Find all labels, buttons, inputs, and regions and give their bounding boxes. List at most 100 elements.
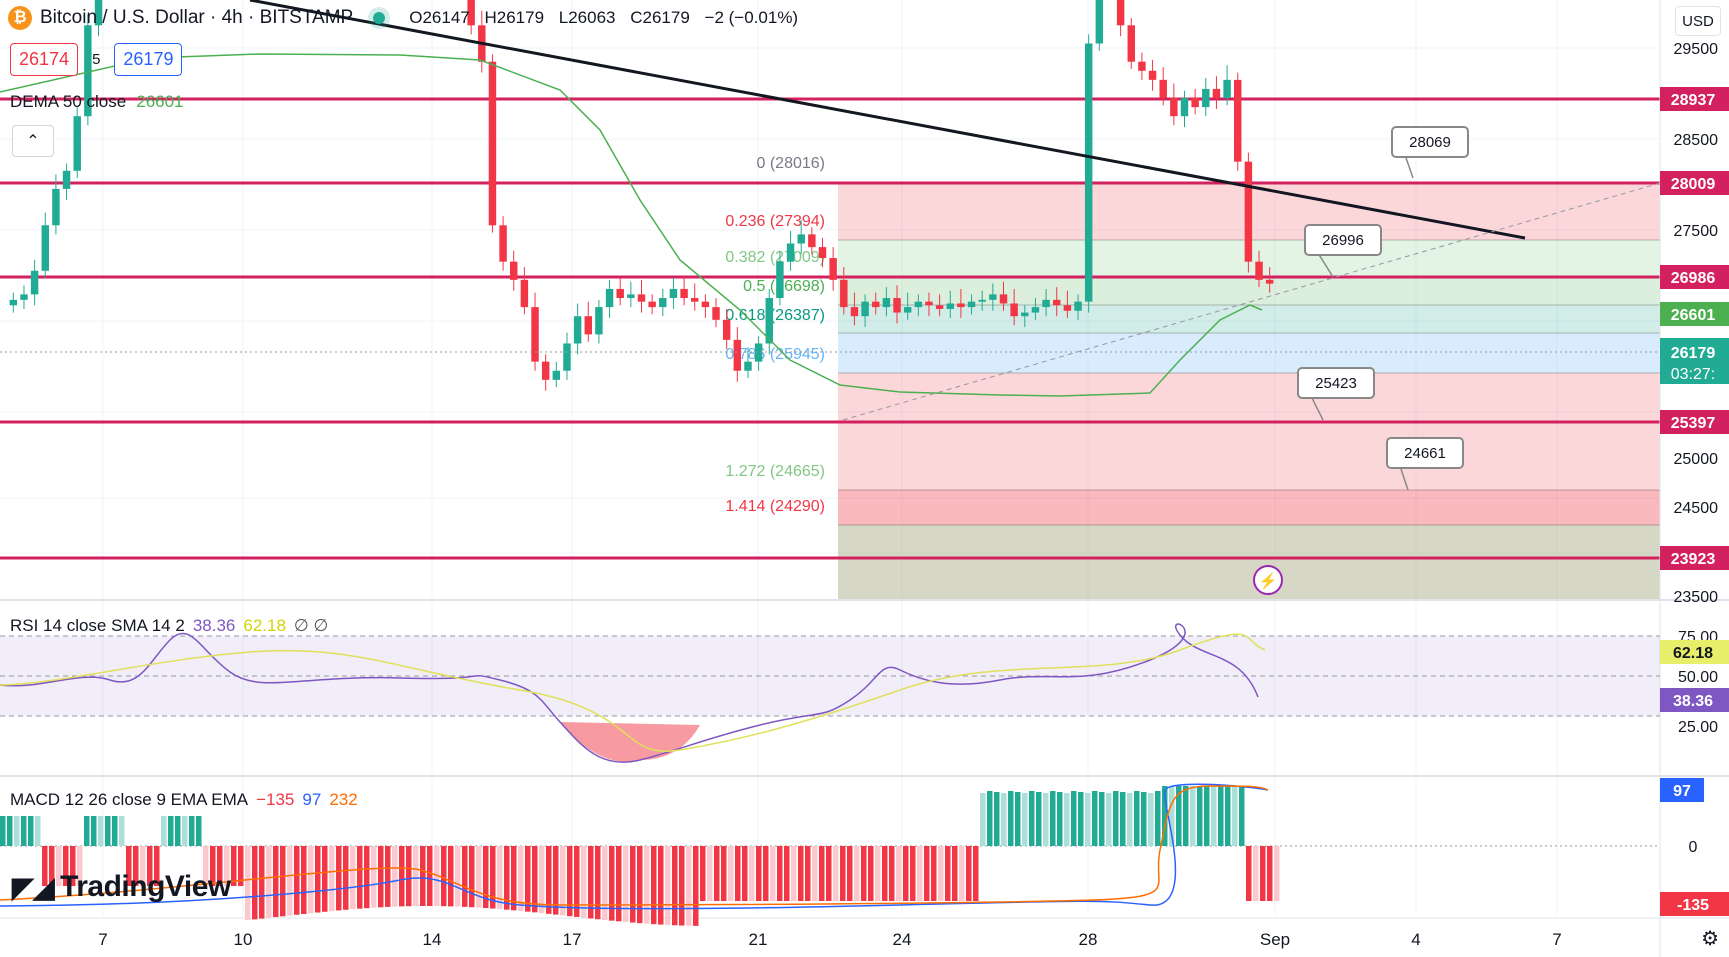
symbol-title[interactable]: Bitcoin / U.S. Dollar · 4h · BITSTAMP <box>40 7 354 28</box>
fib-zone-1 <box>838 373 1660 490</box>
price-axis-label: 24500 <box>1674 500 1719 517</box>
candle-body <box>989 294 997 300</box>
time-axis-label: 7 <box>1552 930 1561 949</box>
macd-signal-value: 232 <box>329 790 358 809</box>
time-axis-label: 17 <box>563 930 582 949</box>
macd-bar <box>938 846 944 901</box>
fib-label: 0.5 (26698) <box>743 278 825 295</box>
macd-bar <box>308 846 314 914</box>
price-tag-level-label: 28937 <box>1671 92 1716 109</box>
macd-bar <box>623 846 629 922</box>
candle-body <box>637 294 646 302</box>
macd-bar <box>427 846 433 907</box>
candle-body <box>914 301 923 308</box>
fib-zone-1272 <box>838 490 1660 525</box>
time-axis-label: 14 <box>423 930 442 949</box>
macd-bar <box>322 846 328 912</box>
candle-body <box>499 225 507 262</box>
macd-bar <box>511 846 517 911</box>
candle-body <box>840 279 848 308</box>
candle-body <box>1212 88 1221 99</box>
candle-body <box>818 247 827 259</box>
macd-bar <box>63 846 69 886</box>
candle-body <box>1010 303 1018 317</box>
currency-button[interactable]: USD <box>1675 6 1721 36</box>
candle-body <box>1159 79 1167 99</box>
dema-legend[interactable]: DEMA 50 close 26601 <box>10 92 184 112</box>
macd-bar <box>483 846 489 909</box>
candle-body <box>967 301 976 308</box>
time-axis-label: 10 <box>234 930 253 949</box>
price-tag-last-label: 26179 <box>1671 345 1716 362</box>
macd-bar <box>1029 791 1035 846</box>
fib-zone-618 <box>838 333 1660 373</box>
macd-bar <box>224 846 230 886</box>
macd-bar <box>441 846 447 907</box>
symbol-legend[interactable]: ₿ Bitcoin / U.S. Dollar · 4h · BITSTAMP … <box>8 6 808 30</box>
price-axis-label: 27500 <box>1674 223 1719 240</box>
macd-bar <box>420 846 426 907</box>
rsi-tag-sma <box>1660 640 1729 664</box>
fib-zone-1414 <box>838 525 1660 600</box>
candle-body <box>605 288 614 308</box>
rsi-tag-rsi <box>1660 688 1729 712</box>
macd-bar <box>588 846 594 919</box>
macd-bar <box>238 846 244 886</box>
settings-icon[interactable]: ⚙ <box>1701 928 1719 950</box>
rsi-legend[interactable]: RSI 14 close SMA 14 2 38.36 62.18 ∅ ∅ <box>10 616 328 636</box>
macd-bar <box>182 816 188 846</box>
macd-bar <box>742 846 748 901</box>
candle-body <box>648 301 656 308</box>
macd-legend[interactable]: MACD 12 26 close 9 EMA EMA −135 97 232 <box>10 790 358 810</box>
tradingview-logo[interactable]: ◤◢ TradingView <box>12 870 231 904</box>
macd-bar <box>630 846 636 923</box>
macd-bar <box>336 846 342 911</box>
macd-tag-signal <box>1660 778 1704 802</box>
callout-pointer <box>1404 154 1414 179</box>
macd-bar <box>875 846 881 901</box>
candle-body <box>680 288 688 299</box>
rsi-tag-rsi-label: 38.36 <box>1673 693 1713 710</box>
rsi-oversold-fill <box>560 722 700 762</box>
macd-bar <box>196 816 202 846</box>
high-value: H26179 <box>484 8 545 27</box>
macd-bar <box>56 846 62 886</box>
macd-bar <box>294 846 300 915</box>
collapse-legend-button[interactable]: ⌃ <box>12 125 54 157</box>
macd-bar <box>91 816 97 846</box>
macd-bar <box>378 846 384 908</box>
macd-bar <box>826 846 832 901</box>
macd-bar <box>1204 786 1210 846</box>
candle-body <box>1191 98 1199 108</box>
macd-bar <box>518 846 524 911</box>
macd-bar <box>651 846 657 925</box>
rsi-sma-value: 62.18 <box>243 616 286 635</box>
macd-tag-hist-label: -135 <box>1677 897 1709 914</box>
macd-bar <box>910 846 916 901</box>
macd-bar <box>700 846 706 901</box>
candle-body <box>531 307 539 362</box>
macd-bar <box>14 816 20 846</box>
sell-button[interactable]: 26174 <box>10 43 79 76</box>
dema-line <box>0 53 1263 397</box>
macd-bar <box>287 846 293 916</box>
buy-button[interactable]: 26179 <box>114 43 183 76</box>
macd-bar <box>609 846 615 921</box>
macd-bar <box>77 846 83 886</box>
macd-bar <box>1022 793 1028 846</box>
candle-body <box>1265 279 1274 284</box>
rsi-line <box>0 623 1259 763</box>
callout-pointer <box>1310 395 1324 421</box>
price-tag-dema-label: 26601 <box>1671 307 1716 324</box>
candle-body <box>712 307 720 320</box>
macd-bar <box>280 846 286 917</box>
callout-label: 28069 <box>1409 134 1451 151</box>
callout-box <box>1304 224 1382 256</box>
candle-body <box>957 303 965 308</box>
macd-bar <box>616 846 622 922</box>
candle-body <box>94 0 103 26</box>
macd-bar <box>784 846 790 901</box>
macd-bar <box>966 846 972 901</box>
rsi-axis-label: 50.00 <box>1678 669 1718 686</box>
